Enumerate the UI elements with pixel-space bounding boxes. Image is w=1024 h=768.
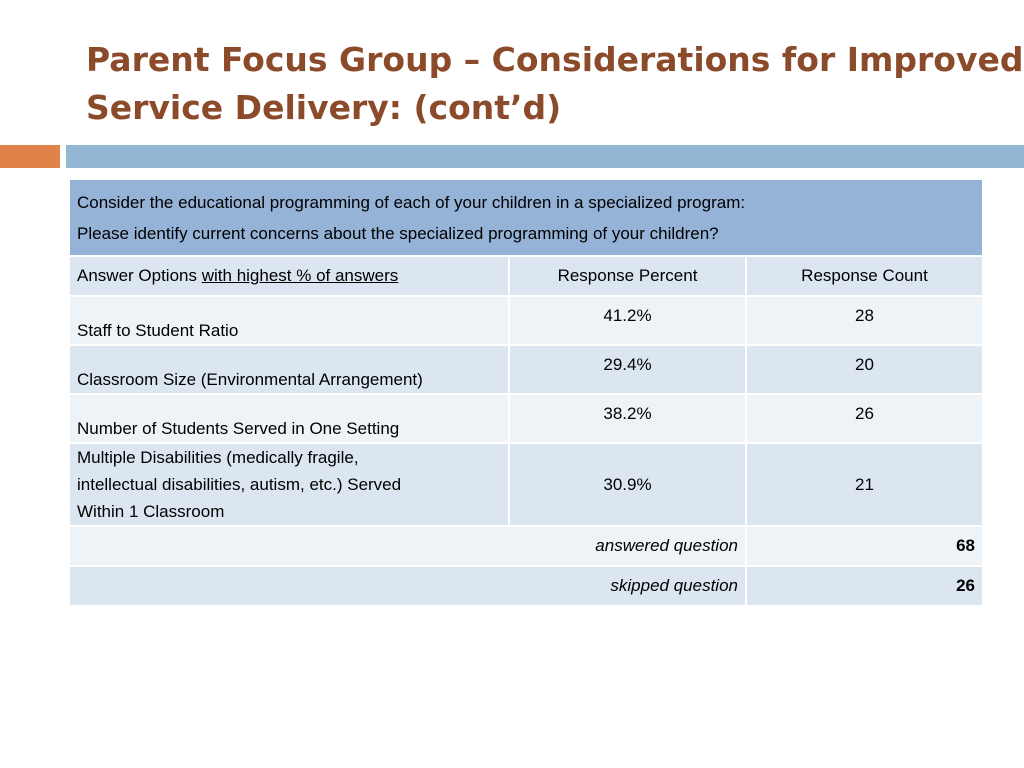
answer-option: Classroom Size (Environmental Arrangemen… [68, 344, 510, 395]
table-row: Classroom Size (Environmental Arrangemen… [68, 344, 984, 395]
accent-bar-blue [66, 145, 1024, 168]
answered-question-label: answered question [68, 525, 747, 567]
header-answer-options-label: Answer Options [77, 266, 202, 285]
answer-option-line1: Multiple Disabilities (medically fragile… [77, 448, 359, 467]
slide-title-line1: Parent Focus Group – Considerations for … [86, 40, 1024, 79]
answer-option-line3: Within 1 Classroom [77, 502, 225, 521]
question-cell: Consider the educational programming of … [68, 178, 984, 257]
answer-option: Multiple Disabilities (medically fragile… [68, 442, 510, 527]
response-count: 26 [745, 393, 984, 444]
skipped-question-value: 26 [745, 565, 984, 607]
header-response-percent: Response Percent [508, 255, 747, 297]
question-line2: Please identify current concerns about t… [77, 223, 719, 243]
header-answer-options-underlined: with highest % of answers [201, 266, 399, 285]
response-percent: 29.4% [508, 344, 747, 395]
answer-option: Number of Students Served in One Setting [68, 393, 510, 444]
response-percent: 38.2% [508, 393, 747, 444]
question-line1: Consider the educational programming of … [77, 192, 746, 212]
slide-title-line2: Service Delivery: (cont’d) [86, 88, 562, 127]
header-answer-options: Answer Options with highest % of answers [68, 255, 510, 297]
table-row: Number of Students Served in One Setting… [68, 393, 984, 444]
table-row: Multiple Disabilities (medically fragile… [68, 442, 984, 527]
survey-table: Consider the educational programming of … [68, 178, 984, 607]
answer-option-line2: intellectual disabilities, autism, etc.)… [77, 475, 402, 494]
response-count: 20 [745, 344, 984, 395]
accent-bar-orange [0, 145, 60, 168]
header-row: Answer Options with highest % of answers… [68, 255, 984, 297]
answer-option: Staff to Student Ratio [68, 295, 510, 346]
answered-row: answered question 68 [68, 525, 984, 567]
answered-question-value: 68 [745, 525, 984, 567]
slide-title: Parent Focus Group – Considerations for … [86, 36, 1024, 132]
response-count: 28 [745, 295, 984, 346]
skipped-row: skipped question 26 [68, 565, 984, 607]
skipped-question-label: skipped question [68, 565, 747, 607]
table-row: Staff to Student Ratio 41.2% 28 [68, 295, 984, 346]
question-row: Consider the educational programming of … [68, 178, 984, 257]
header-response-count: Response Count [745, 255, 984, 297]
response-percent: 30.9% [508, 442, 747, 527]
response-count: 21 [745, 442, 984, 527]
response-percent: 41.2% [508, 295, 747, 346]
